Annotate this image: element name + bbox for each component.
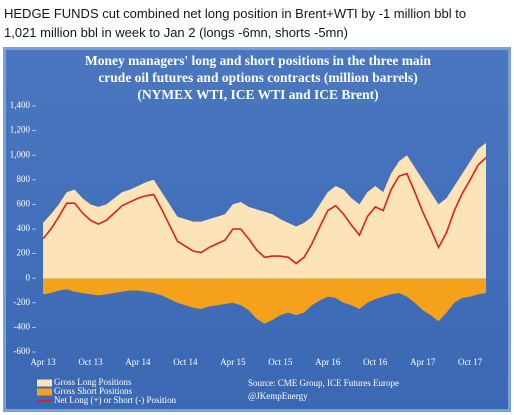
tweet-line: 1,021 million bbl in week to Jan 2 (long… (4, 25, 348, 40)
y-tick-label: 1,000 (10, 149, 31, 159)
y-tick-label: 800 (17, 174, 31, 184)
x-tick-label: Apr 16 (315, 357, 341, 367)
x-tick-label: Apr 14 (125, 357, 151, 367)
x-tick-label: Oct 16 (363, 357, 388, 367)
x-tick-label: Oct 14 (173, 357, 198, 367)
chart-title: crude oil futures and options contracts … (98, 70, 417, 85)
x-tick-label: Oct 17 (458, 357, 483, 367)
area (43, 278, 486, 324)
legend-swatch (37, 388, 52, 396)
y-tick-label: 400 (17, 223, 31, 233)
y-tick-label: -200 (14, 297, 31, 307)
x-tick-label: Apr 15 (220, 357, 246, 367)
x-tick-label: Oct 15 (268, 357, 293, 367)
source: Source: CME Group, ICE Futures Europe (248, 378, 399, 388)
x-tick-label: Apr 13 (30, 357, 56, 367)
tweet-line: HEDGE FUNDS cut combined net long positi… (4, 6, 467, 21)
x-tick-label: Apr 17 (410, 357, 436, 367)
y-tick-label: 600 (17, 198, 31, 208)
legend-label: Gross Long Positions (54, 377, 132, 387)
tweet-text: HEDGE FUNDS cut combined net long positi… (4, 4, 466, 42)
y-tick-label: -400 (14, 321, 31, 331)
y-tick-label: 0 (26, 272, 31, 282)
legend-label: Gross Short Positions (54, 386, 133, 396)
source: @JKempEnergy (248, 391, 308, 401)
chart-title: (NYMEX WTI, ICE WTI and ICE Brent) (137, 87, 378, 102)
y-tick-label: 1,400 (10, 100, 31, 110)
legend-swatch (37, 379, 52, 387)
area (43, 142, 486, 279)
legend-label: Net Long (+) or Short (-) Position (54, 395, 177, 405)
chart-title: Money managers' long and short positions… (85, 53, 431, 68)
y-tick-label: 200 (17, 248, 31, 258)
net-line (42, 157, 487, 265)
y-tick-label: -600 (14, 346, 31, 356)
x-tick-label: Oct 13 (78, 357, 103, 367)
y-tick-label: 1,200 (10, 125, 31, 135)
